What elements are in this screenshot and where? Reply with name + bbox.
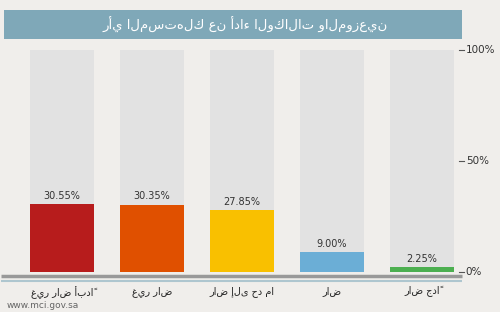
Text: 27.85%: 27.85% [224,197,260,207]
Text: 2.25%: 2.25% [406,254,438,264]
Text: 30.55%: 30.55% [44,191,80,201]
Text: غير راض أبداً: غير راض أبداً [31,286,94,299]
Text: 30.35%: 30.35% [134,191,170,201]
Text: غير راض: غير راض [132,286,172,297]
Text: رأي المستهلك عن أداء الوكالات والموزعين: رأي المستهلك عن أداء الوكالات والموزعين [102,17,388,33]
Text: راض إلى حد ما: راض إلى حد ما [210,286,274,297]
Text: 0%: 0% [466,267,482,277]
Text: 9.00%: 9.00% [316,239,347,249]
Bar [120,205,184,272]
Text: راض: راض [322,286,342,296]
Bar [120,50,184,272]
Bar [300,50,364,272]
Text: 100%: 100% [466,45,496,55]
Bar [210,50,274,272]
Bar [390,50,454,272]
Bar [30,204,94,272]
Bar [30,50,94,272]
FancyBboxPatch shape [4,10,462,39]
Text: راض جداً: راض جداً [404,286,440,297]
Text: 50%: 50% [466,156,489,166]
Bar [210,210,274,272]
Text: www.mci.gov.sa: www.mci.gov.sa [6,301,79,310]
Bar [390,267,454,272]
Bar [300,252,364,272]
